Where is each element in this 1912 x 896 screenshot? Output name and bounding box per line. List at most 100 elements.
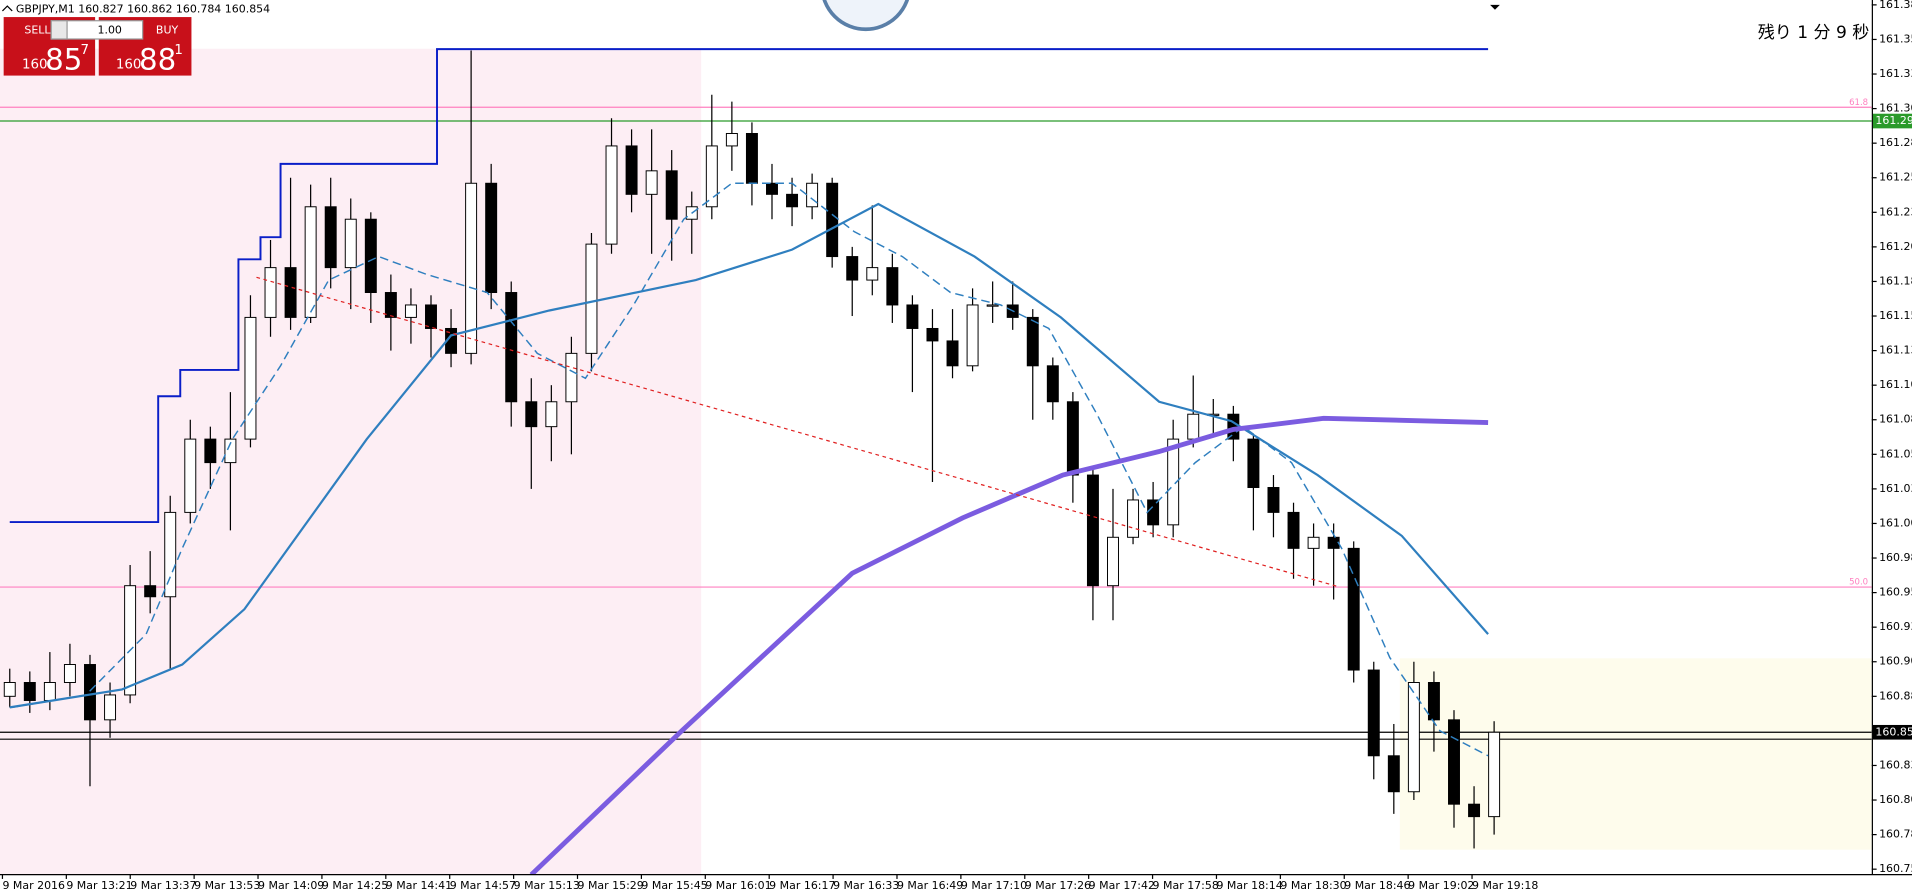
clock xyxy=(822,0,910,32)
candle-body xyxy=(745,132,758,184)
y-tick-label: 161.105 xyxy=(1879,378,1912,391)
y-tick-label: 161.030 xyxy=(1879,482,1912,495)
candle-body xyxy=(1046,365,1059,403)
x-tick-label: 9 Mar 13:53 xyxy=(194,879,260,892)
candle-body xyxy=(926,327,939,342)
candle-body xyxy=(144,585,157,598)
y-tick-label: 161.330 xyxy=(1879,67,1912,80)
candle-body xyxy=(1468,803,1481,818)
bid-fraction: 7 xyxy=(80,43,89,58)
buy-label: BUY xyxy=(156,23,179,36)
x-tick-label: 9 Mar 18:30 xyxy=(1280,879,1346,892)
candle-body xyxy=(645,170,658,195)
y-tick-label: 161.305 xyxy=(1879,102,1912,115)
candle-body xyxy=(826,182,839,258)
y-tick-label: 160.780 xyxy=(1879,828,1912,841)
y-tick-label: 160.805 xyxy=(1879,793,1912,806)
y-tick-label: 161.255 xyxy=(1879,171,1912,184)
candle-body xyxy=(344,218,357,269)
candle-body xyxy=(84,664,96,721)
candle-body xyxy=(705,145,718,208)
candle-body xyxy=(786,193,799,208)
lot: 1.00 xyxy=(97,23,121,36)
candle-body xyxy=(1407,682,1420,793)
x-tick-label: 9 Mar 15:13 xyxy=(514,879,580,892)
candle-body xyxy=(264,267,277,318)
y-tick-label: 161.180 xyxy=(1879,274,1912,287)
candle-body xyxy=(1167,438,1180,526)
y-tick-label: 160.755 xyxy=(1879,862,1912,875)
candle-body xyxy=(284,267,297,318)
chart-title: GBPJPY,M1 160.827 160.862 160.784 160.85… xyxy=(16,3,270,16)
candle-body xyxy=(846,256,859,281)
candle-body xyxy=(1086,474,1099,587)
candle-body xyxy=(1107,536,1119,587)
x-tick-label: 9 Mar 16:33 xyxy=(833,879,899,892)
price-tag-label: 160.854 xyxy=(1875,725,1912,738)
x-tick-label: 9 Mar 13:37 xyxy=(130,879,196,892)
step-line xyxy=(9,48,1489,524)
ask-big: 160 xyxy=(116,58,142,73)
fibo-label: 50.0 xyxy=(1849,578,1868,588)
candle-body xyxy=(966,304,979,367)
bid-pips: 85 xyxy=(45,42,82,76)
y-tick-label: 160.955 xyxy=(1879,586,1912,599)
candle-body xyxy=(565,352,578,403)
candle-body xyxy=(545,401,558,428)
candle-body xyxy=(1387,755,1400,793)
candle-body xyxy=(1488,731,1501,818)
candle-body xyxy=(244,316,257,440)
candle-body xyxy=(184,438,197,513)
candle-body xyxy=(304,206,317,318)
y-tick-label: 161.055 xyxy=(1879,447,1912,460)
candle-body xyxy=(3,682,16,697)
x-tick-label: 9 Mar 17:42 xyxy=(1089,879,1155,892)
candle-body xyxy=(104,694,117,721)
box-zone xyxy=(1399,658,1872,850)
plot xyxy=(0,48,1872,875)
candle-body xyxy=(23,682,36,701)
candle-body xyxy=(384,292,397,318)
sell-label: SELL xyxy=(24,23,51,36)
x-tick-label: 9 Mar 18:46 xyxy=(1344,879,1410,892)
countdown: 残り 1 分 9 秒 xyxy=(1758,23,1870,43)
candle-body xyxy=(204,438,217,464)
x-tick-label: 9 Mar 17:26 xyxy=(1025,879,1091,892)
candle-body xyxy=(585,243,598,354)
shift-marker xyxy=(1490,4,1500,10)
trade-panel: SELL 1.00 BUY 160 85 7 160 88 1 xyxy=(3,17,192,76)
x-tick-label: 9 Mar 16:17 xyxy=(769,879,835,892)
candle-body xyxy=(725,132,738,147)
candle-body xyxy=(866,267,879,281)
y-tick-label: 160.980 xyxy=(1879,551,1912,564)
y-tick-label: 160.930 xyxy=(1879,620,1912,633)
price-tag xyxy=(1872,113,1912,129)
bid-big: 160 xyxy=(22,58,48,73)
candle-body xyxy=(164,511,177,598)
x-tick-label: 9 Mar 18:14 xyxy=(1216,879,1282,892)
y-tick-label: 161.280 xyxy=(1879,136,1912,149)
y-tick-label: 161.155 xyxy=(1879,309,1912,322)
indicator-line xyxy=(256,276,1340,588)
candle-body xyxy=(605,145,618,245)
y-tick-label: 160.830 xyxy=(1879,758,1912,771)
candle-body xyxy=(404,304,417,318)
y-tick-label: 161.380 xyxy=(1879,0,1912,11)
candle-body xyxy=(1448,719,1460,805)
y-tick-label: 160.905 xyxy=(1879,655,1912,668)
candle-body xyxy=(906,304,919,329)
candle-body xyxy=(1427,682,1440,721)
x-tick-label: 9 Mar 19:18 xyxy=(1472,879,1538,892)
price-tag-label: 161.296 xyxy=(1875,114,1912,127)
y-tick-label: 161.130 xyxy=(1879,344,1912,357)
candle-body xyxy=(1307,536,1320,549)
y-tick-label: 161.205 xyxy=(1879,240,1912,253)
x-tick-label: 9 Mar 14:09 xyxy=(258,879,324,892)
candle-body xyxy=(63,664,76,683)
fibo-label: 61.8 xyxy=(1849,98,1868,108)
collapse-icon xyxy=(2,5,13,12)
y-tick-label: 161.355 xyxy=(1879,32,1912,45)
lot-arrow[interactable] xyxy=(50,20,68,40)
candle-body xyxy=(625,145,638,195)
